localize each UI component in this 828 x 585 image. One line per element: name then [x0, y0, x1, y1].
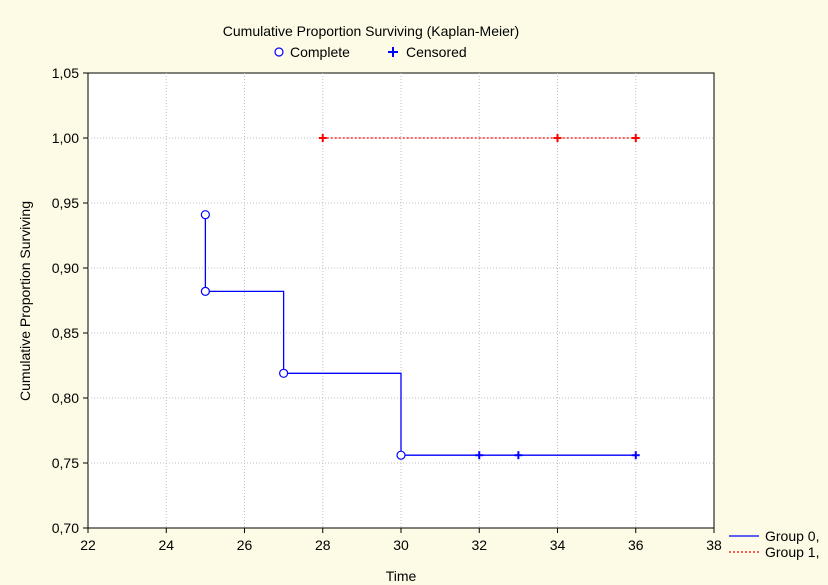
- censored-point: [631, 134, 640, 142]
- x-tick-label: 36: [628, 537, 644, 553]
- y-tick-label: 0,85: [52, 325, 79, 341]
- x-tick-label: 28: [315, 537, 331, 553]
- censored-point: [475, 451, 484, 460]
- complete-point: [200, 286, 210, 296]
- y-tick-label: 0,95: [52, 195, 79, 211]
- x-tick-label: 30: [393, 537, 409, 553]
- x-tick-label: 34: [550, 537, 566, 553]
- y-tick-label: 0,70: [52, 520, 79, 536]
- x-axis-label: Time: [386, 568, 417, 584]
- legend-label-group-0: Group 0,: [765, 528, 819, 544]
- censored-point: [514, 451, 523, 460]
- censored-legend-marker: [388, 47, 398, 57]
- x-tick-label: 22: [80, 537, 96, 553]
- x-tick-label: 26: [237, 537, 253, 553]
- complete-point: [396, 450, 406, 460]
- y-axis: 0,70 0,75 0,80 0,85 0,90 0,95 1,00 1,05: [52, 65, 88, 536]
- complete-legend-marker: [274, 47, 284, 57]
- chart-title: Cumulative Proportion Surviving (Kaplan-…: [223, 23, 519, 39]
- complete-legend-label: Complete: [290, 44, 350, 60]
- y-tick-label: 1,05: [52, 65, 79, 81]
- y-tick-label: 0,80: [52, 390, 79, 406]
- censored-point: [631, 451, 640, 460]
- x-tick-label: 38: [706, 537, 722, 553]
- censored-point: [553, 134, 562, 142]
- series-layer: [200, 134, 640, 460]
- x-tick-label: 32: [471, 537, 487, 553]
- y-tick-label: 0,90: [52, 260, 79, 276]
- x-tick-label: 24: [158, 537, 174, 553]
- series-legend: Group 0,Group 1,: [729, 528, 819, 560]
- censored-point: [318, 134, 327, 142]
- y-axis-label: Cumulative Proportion Surviving: [17, 201, 33, 401]
- y-tick-label: 1,00: [52, 130, 79, 146]
- marker-legend: Complete Censored: [274, 44, 467, 60]
- complete-point: [200, 210, 210, 220]
- censored-legend-label: Censored: [406, 44, 467, 60]
- y-tick-label: 0,75: [52, 455, 79, 471]
- x-axis: 22 24 26 28 30 32 34 36 38: [80, 528, 722, 553]
- complete-point: [279, 368, 289, 378]
- legend-label-group-1: Group 1,: [765, 544, 819, 560]
